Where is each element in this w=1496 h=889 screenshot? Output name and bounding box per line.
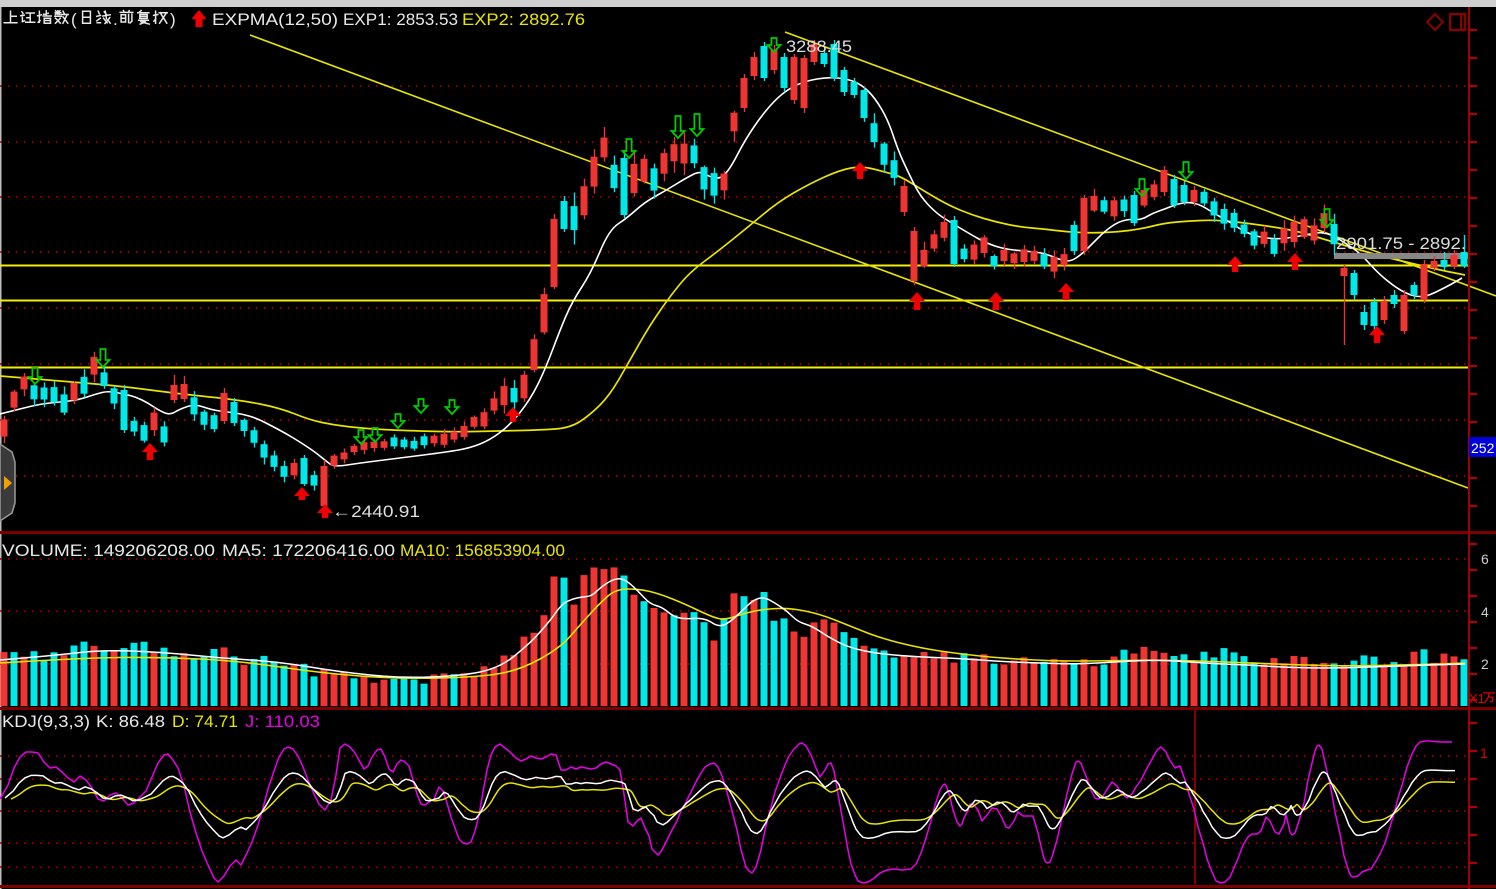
svg-text:.: . [113, 10, 118, 29]
svg-text:D: 74.71: D: 74.71 [172, 712, 238, 731]
svg-text:X1: X1 [1469, 691, 1485, 706]
svg-text:EXP2: 2892.76: EXP2: 2892.76 [462, 10, 585, 29]
svg-text:MA10: 156853904.00: MA10: 156853904.00 [400, 541, 565, 560]
svg-text:1: 1 [1480, 745, 1488, 761]
svg-text:EXPMA(12,50): EXPMA(12,50) [212, 10, 338, 29]
svg-text:VOLUME: 149206208.00: VOLUME: 149206208.00 [2, 541, 215, 560]
svg-text:MA5: 172206416.00: MA5: 172206416.00 [222, 541, 395, 560]
svg-text:6: 6 [1481, 551, 1489, 567]
svg-text:2901.75 - 2892.: 2901.75 - 2892. [1336, 234, 1466, 253]
svg-text:3288.45: 3288.45 [786, 37, 852, 56]
svg-text:K: 86.48: K: 86.48 [96, 712, 165, 731]
svg-text:EXP1: 2853.53: EXP1: 2853.53 [343, 10, 458, 29]
svg-text:): ) [170, 10, 176, 29]
svg-text:252: 252 [1471, 440, 1495, 456]
svg-text:4: 4 [1481, 604, 1489, 620]
svg-text:KDJ(9,3,3): KDJ(9,3,3) [2, 712, 90, 731]
svg-text:J: 110.03: J: 110.03 [245, 712, 320, 731]
svg-text:2: 2 [1481, 656, 1489, 672]
svg-text:←2440.91: ←2440.91 [332, 502, 420, 521]
svg-text:(: ( [71, 10, 77, 29]
